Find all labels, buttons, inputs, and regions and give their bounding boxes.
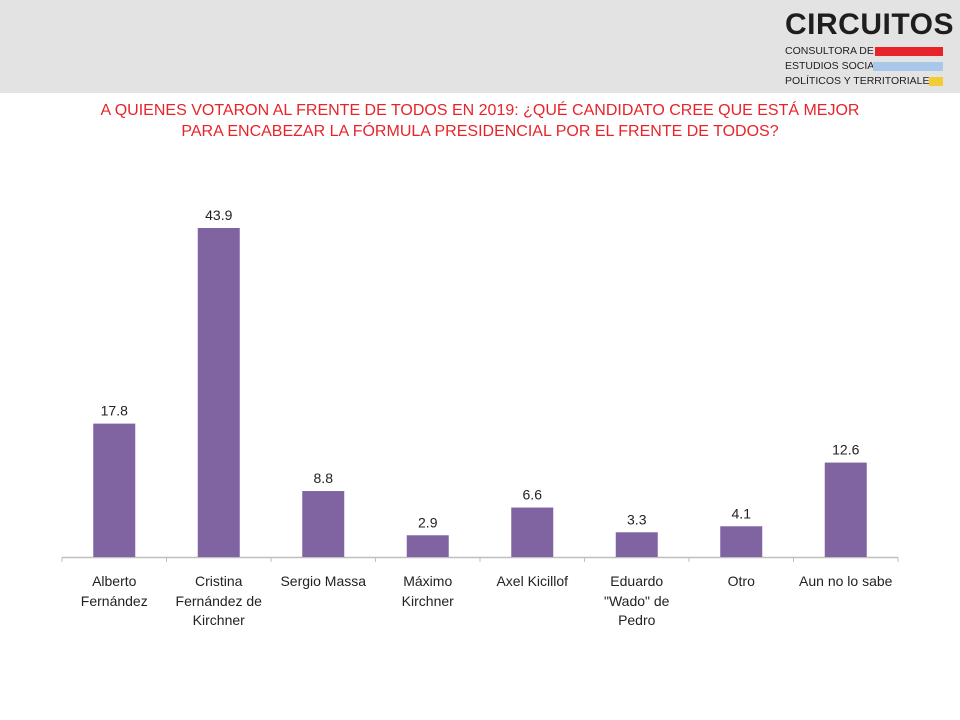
bar-value-label: 17.8 bbox=[101, 403, 128, 419]
bar-value-label: 12.6 bbox=[832, 442, 859, 458]
category-label-line: Eduardo bbox=[610, 573, 664, 589]
brand-tagline-line-3: POLÍTICOS Y TERRITORIALES bbox=[785, 75, 937, 87]
logo-yellow-stripe bbox=[929, 77, 943, 86]
chart-title-line-1: A QUIENES VOTARON AL FRENTE DE TODOS EN … bbox=[100, 102, 860, 119]
bar-value-label: 3.3 bbox=[627, 511, 647, 527]
bar-value-label: 4.1 bbox=[732, 505, 752, 521]
bar bbox=[302, 491, 345, 557]
category-label: Aun no lo sabe bbox=[794, 572, 898, 592]
category-label: Máximo Kirchner bbox=[376, 572, 480, 611]
category-label: Sergio Massa bbox=[271, 572, 375, 592]
category-label-line: Kirchner bbox=[401, 592, 454, 609]
category-label-line: Alberto bbox=[92, 573, 137, 589]
category-label-line: Sergio Massa bbox=[280, 573, 367, 589]
category-label-line: Kirchner bbox=[192, 612, 245, 628]
category-label: Axel Kicillof bbox=[480, 572, 584, 592]
category-label-line: Cristina bbox=[195, 573, 243, 589]
category-label: Alberto Fernández bbox=[62, 572, 166, 611]
bar bbox=[824, 462, 867, 557]
category-label: Otro bbox=[689, 572, 793, 592]
category-label-line: Axel Kicillof bbox=[496, 573, 569, 589]
category-label-line: Aun no lo sabe bbox=[799, 573, 893, 589]
category-label-line: Pedro bbox=[618, 612, 656, 628]
bar bbox=[615, 532, 658, 557]
category-label-line: Máximo bbox=[403, 573, 453, 589]
bar bbox=[406, 535, 449, 557]
bar-value-label: 43.9 bbox=[205, 207, 232, 223]
category-label: Cristina Fernández de Kirchner bbox=[167, 572, 271, 631]
bar-value-label: 8.8 bbox=[314, 470, 334, 486]
bar bbox=[720, 526, 763, 557]
chart-title: A QUIENES VOTARON AL FRENTE DE TODOS EN … bbox=[30, 100, 930, 142]
category-label-line: Otro bbox=[727, 573, 755, 589]
brand-logo: CIRCUITOS CONSULTORA DE ESTUDIOS SOCIALE… bbox=[785, 8, 955, 90]
brand-name: CIRCUITOS bbox=[785, 8, 954, 41]
category-label-line: Fernández bbox=[80, 592, 148, 609]
bar bbox=[197, 228, 240, 557]
category-label: Eduardo "Wado" de Pedro bbox=[585, 572, 689, 631]
category-label-line: Fernández de bbox=[175, 592, 262, 609]
bar bbox=[93, 423, 136, 557]
bar bbox=[511, 507, 554, 557]
bar-value-label: 2.9 bbox=[418, 514, 438, 530]
brand-tagline-line-1: CONSULTORA DE bbox=[785, 45, 874, 57]
logo-red-stripe bbox=[875, 47, 943, 56]
brand-tagline-line-2: ESTUDIOS SOCIALES, bbox=[785, 60, 898, 72]
chart-title-line-2: PARA ENCABEZAR LA FÓRMULA PRESIDENCIAL P… bbox=[181, 123, 779, 140]
bar-value-label: 6.6 bbox=[523, 487, 543, 503]
logo-blue-stripe bbox=[873, 62, 943, 71]
header-bar: CIRCUITOS CONSULTORA DE ESTUDIOS SOCIALE… bbox=[0, 0, 960, 93]
category-label-line: "Wado" de bbox=[604, 592, 670, 609]
